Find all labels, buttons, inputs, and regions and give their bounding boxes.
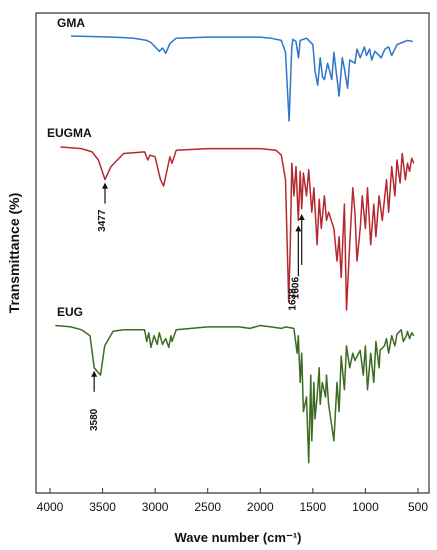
annotation-label: 3580 <box>89 408 100 431</box>
x-tick-label: 500 <box>408 500 428 514</box>
x-axis-label: Wave number (cm⁻¹) <box>174 530 301 545</box>
x-tick-label: 1000 <box>352 500 379 514</box>
annotation-arrowhead <box>101 182 108 189</box>
annotation-label: 3477 <box>97 209 108 232</box>
series-label-eug: EUG <box>57 305 83 319</box>
x-tick-label: 2000 <box>247 500 274 514</box>
series-label-eugma: EUGMA <box>47 126 92 140</box>
series-label-gma: GMA <box>57 16 85 30</box>
annotation-arrowhead <box>91 370 98 377</box>
x-tick-label: 1500 <box>300 500 327 514</box>
x-tick-label: 3500 <box>89 500 116 514</box>
annotation-label: 1638 <box>287 288 298 311</box>
x-tick-label: 4000 <box>37 500 64 514</box>
annotation-arrowhead <box>298 213 305 220</box>
x-tick-label: 3000 <box>142 500 169 514</box>
x-tick-label: 2500 <box>194 500 221 514</box>
series-line-eug <box>55 324 415 464</box>
annotation-label: 1606 <box>291 277 302 300</box>
series-line-eugma <box>60 146 415 311</box>
plot-frame <box>35 12 430 494</box>
y-axis-label: Transmittance (%) <box>6 193 22 314</box>
series-line-gma <box>70 35 413 122</box>
annotation-arrowhead <box>295 225 302 232</box>
